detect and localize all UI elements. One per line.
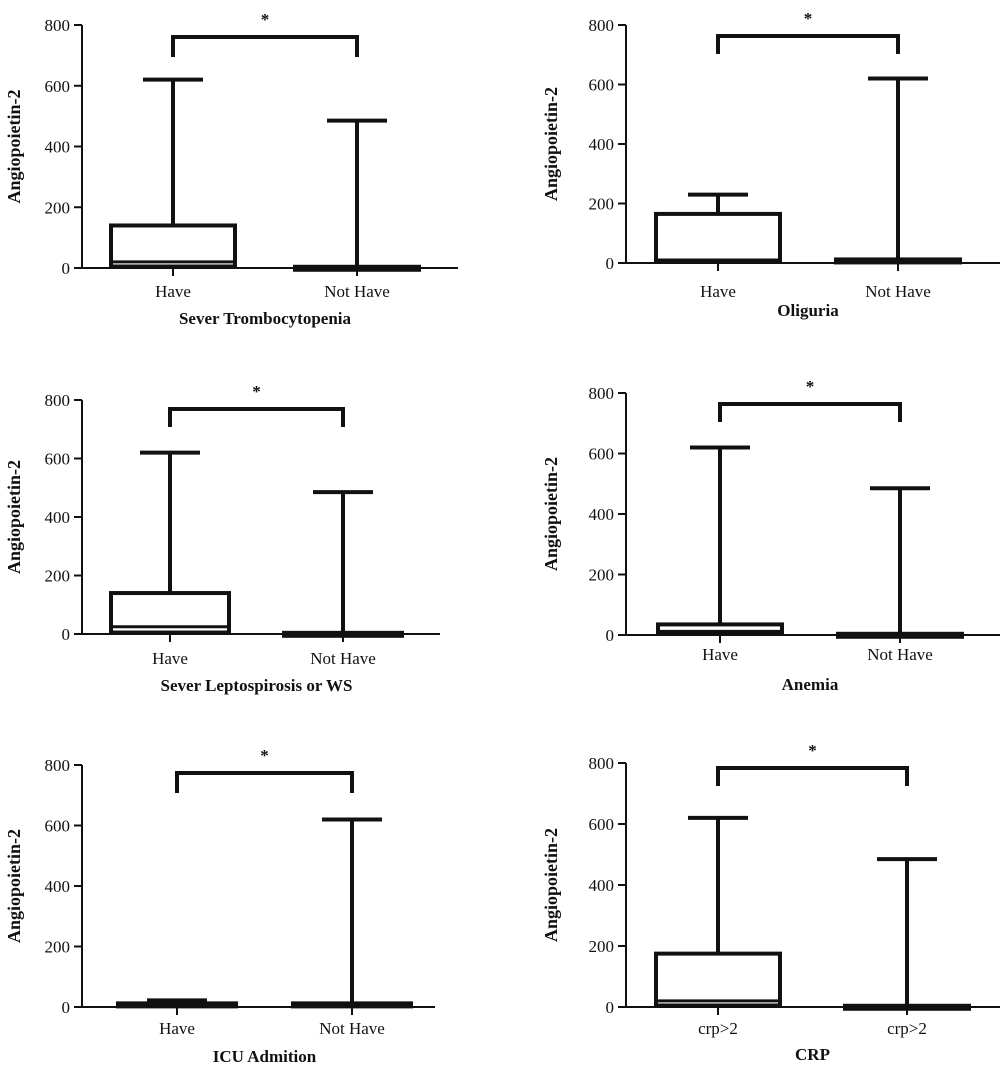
x-category-label: crp>2: [698, 1019, 738, 1038]
x-category-label: Have: [702, 645, 738, 664]
y-axis-title: Angiopoietin-2: [4, 460, 24, 574]
x-category-label: Not Have: [319, 1019, 385, 1038]
significance-bracket: [718, 402, 902, 422]
y-tick-label: 400: [589, 505, 615, 524]
x-category-label: Have: [152, 649, 188, 668]
y-tick-label: 200: [589, 937, 615, 956]
boxplot-panel-6: 0 200 400 600 800 Angiopoietin-2 crp>2 crp>2 * CR…: [541, 741, 1000, 1064]
box-iqr: [654, 951, 782, 1008]
x-category-label: Not Have: [865, 282, 931, 301]
significance-bracket: [716, 34, 900, 54]
y-tick-label: 600: [45, 77, 71, 96]
y-tick-label: 400: [589, 876, 615, 895]
box-iqr: [109, 591, 231, 635]
box-iqr: [654, 211, 782, 264]
significance-star: *: [804, 9, 813, 28]
box-iqr: [656, 622, 784, 636]
y-tick-label: 200: [45, 198, 71, 217]
y-tick-label: 800: [589, 384, 615, 403]
y-tick-label: 800: [589, 754, 615, 773]
y-axis-title: Angiopoietin-2: [541, 828, 561, 942]
x-axis-title: ICU Admition: [213, 1047, 317, 1066]
boxplot-panel-4: 0 200 400 600 800 Angiopoietin-2 Have Not Have *…: [541, 377, 1000, 694]
boxplot-panel-5: 0 200 400 600 800 Angiopoietin-2 Have Not Have *…: [4, 746, 435, 1066]
box-iqr: [109, 223, 237, 269]
x-category-label: Have: [700, 282, 736, 301]
y-tick-label: 400: [589, 135, 615, 154]
y-tick-label: 0: [606, 998, 615, 1017]
significance-star: *: [806, 377, 815, 396]
y-tick-label: 800: [45, 756, 71, 775]
significance-star: *: [260, 746, 269, 765]
x-category-label: Not Have: [867, 645, 933, 664]
y-tick-label: 600: [45, 817, 71, 836]
x-category-label: Have: [159, 1019, 195, 1038]
x-category-label: Have: [155, 282, 191, 301]
significance-star: *: [252, 382, 261, 401]
y-tick-label: 600: [589, 445, 615, 464]
significance-bracket: [168, 407, 345, 427]
y-tick-label: 200: [45, 938, 71, 957]
y-tick-label: 400: [45, 877, 71, 896]
y-tick-label: 200: [589, 195, 615, 214]
y-tick-label: 400: [45, 508, 71, 527]
y-tick-label: 0: [606, 254, 615, 273]
significance-bracket: [716, 766, 909, 786]
y-tick-label: 0: [62, 625, 71, 644]
x-axis-title: Sever Leptospirosis or WS: [161, 676, 353, 695]
y-tick-label: 200: [589, 566, 615, 585]
boxplot-panel-3: 0 200 400 600 800 Angiopoietin-2 Have Not Have *…: [4, 382, 440, 695]
significance-bracket: [171, 35, 359, 57]
y-tick-label: 200: [45, 567, 71, 586]
y-tick-label: 800: [45, 391, 71, 410]
significance-star: *: [261, 10, 270, 29]
y-axis-title: Angiopoietin-2: [541, 87, 561, 201]
y-tick-label: 0: [606, 626, 615, 645]
x-axis-title: Anemia: [782, 675, 839, 694]
significance-bracket: [175, 771, 354, 793]
x-category-label: Not Have: [324, 282, 390, 301]
y-tick-label: 800: [45, 16, 71, 35]
significance-star: *: [808, 741, 817, 760]
y-tick-label: 400: [45, 138, 71, 157]
y-tick-label: 0: [62, 998, 71, 1017]
boxplot-panel-2: 0 200 400 600 800 Angiopoietin-2 Have Not Have *…: [541, 9, 1000, 320]
y-tick-label: 800: [589, 16, 615, 35]
x-category-label: crp>2: [887, 1019, 927, 1038]
y-axis-title: Angiopoietin-2: [4, 89, 24, 203]
boxplot-panel-1: 0 200 400 600 800 Angiopoietin-2 Have Not Have *…: [4, 10, 458, 328]
y-axis-title: Angiopoietin-2: [541, 457, 561, 571]
y-tick-label: 600: [589, 815, 615, 834]
y-tick-label: 600: [589, 76, 615, 95]
y-tick-label: 0: [62, 259, 71, 278]
x-axis-title: Sever Trombocytopenia: [179, 309, 352, 328]
x-category-label: Not Have: [310, 649, 376, 668]
x-axis-title: CRP: [795, 1045, 830, 1064]
x-axis-title: Oliguria: [777, 301, 839, 320]
y-axis-title: Angiopoietin-2: [4, 829, 24, 943]
y-tick-label: 600: [45, 450, 71, 469]
